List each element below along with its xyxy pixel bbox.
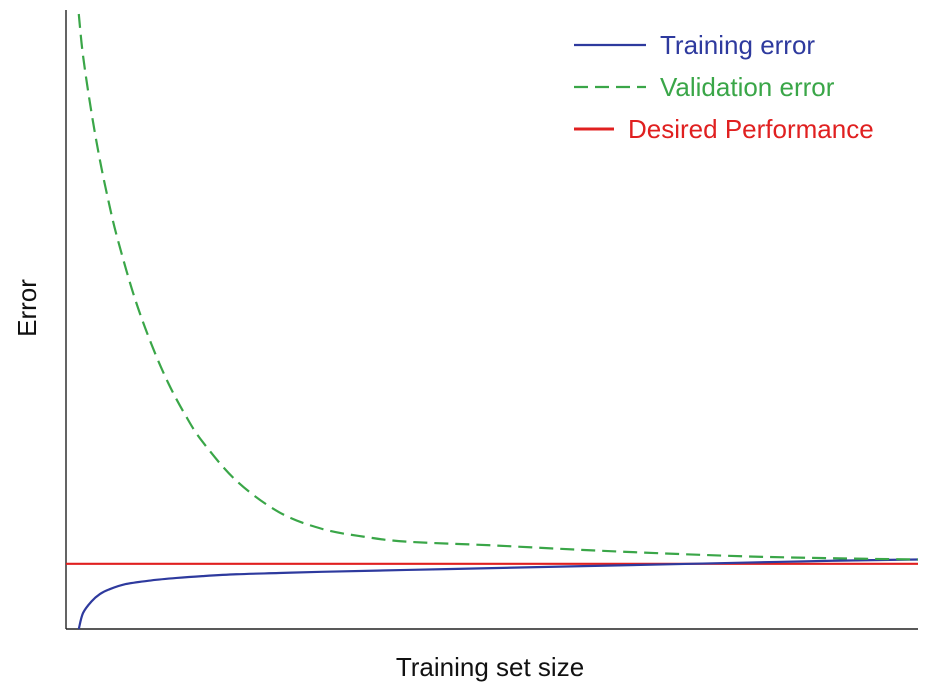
legend-entry-training-error: Training error	[574, 30, 815, 60]
x-axis-label: Training set size	[396, 652, 584, 682]
axes	[65, 10, 918, 630]
series-line-training-error	[77, 558, 919, 630]
series-line-validation-error	[77, 13, 919, 561]
legend-entry-desired-performance: Desired Performance	[574, 114, 874, 144]
legend-entry-validation-error: Validation error	[574, 72, 835, 102]
legend-label-validation-error: Validation error	[660, 72, 835, 102]
series-layer	[66, 13, 919, 630]
legend-label-desired-performance: Desired Performance	[628, 114, 874, 144]
legend-label-training-error: Training error	[660, 30, 815, 60]
y-axis-label: Error	[12, 279, 42, 337]
legend: Training error Validation error Desired Pe…	[574, 30, 874, 144]
